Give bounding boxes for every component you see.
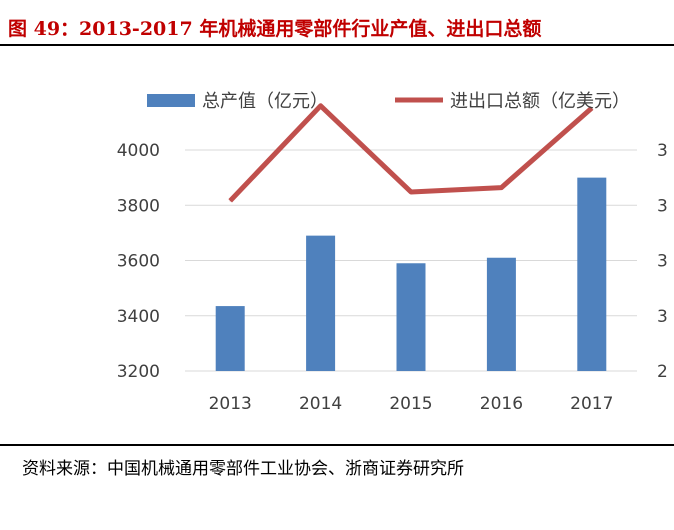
right-tick-label: 3 bbox=[657, 141, 668, 161]
legend-bar-swatch bbox=[147, 94, 195, 107]
right-tick-label: 3 bbox=[657, 307, 668, 327]
legend-line-label: 进出口总额（亿美元） bbox=[450, 91, 630, 112]
bar-layer bbox=[215, 177, 607, 371]
bar-2016 bbox=[486, 257, 516, 371]
line-point-2014 bbox=[320, 105, 322, 107]
x-tick-label: 2013 bbox=[209, 394, 252, 414]
line-point-2017 bbox=[591, 107, 593, 109]
right-tick-label: 2 bbox=[657, 362, 668, 382]
left-tick-label: 3800 bbox=[117, 196, 160, 216]
x-tick-label: 2015 bbox=[389, 394, 432, 414]
x-tick-label: 2016 bbox=[480, 394, 523, 414]
line-point-2016 bbox=[500, 187, 502, 189]
left-tick-label: 4000 bbox=[117, 141, 160, 161]
line-series-trade-total bbox=[228, 103, 594, 203]
tick-layer: 3200 3400 3600 3800 4000 2 3 3 3 3 2013 2014 2015 201… bbox=[117, 141, 668, 414]
left-tick-label: 3200 bbox=[117, 362, 160, 382]
legend: 总产值（亿元） 进出口总额（亿美元） bbox=[147, 91, 630, 112]
bottom-rule bbox=[0, 444, 674, 446]
left-tick-label: 3400 bbox=[117, 307, 160, 327]
figure-title: 图 49：2013-2017 年机械通用零部件行业产值、进出口总额 bbox=[8, 18, 542, 40]
legend-bar-label: 总产值（亿元） bbox=[202, 91, 328, 112]
right-tick-label: 3 bbox=[657, 196, 668, 216]
line-point-2013 bbox=[229, 200, 231, 202]
bar-2015 bbox=[396, 263, 426, 371]
top-rule bbox=[0, 44, 674, 46]
line-point-2015 bbox=[410, 191, 412, 193]
line-layer bbox=[228, 103, 594, 203]
bar-2014 bbox=[306, 235, 336, 371]
right-tick-label: 3 bbox=[657, 252, 668, 272]
chart: 3200 3400 3600 3800 4000 2 3 3 3 3 2013 2014 2015 201… bbox=[117, 91, 668, 414]
source-note: 资料来源：中国机械通用零部件工业协会、浙商证券研究所 bbox=[22, 459, 464, 479]
bar-2017 bbox=[577, 177, 607, 371]
x-tick-label: 2014 bbox=[299, 394, 342, 414]
x-tick-label: 2017 bbox=[570, 394, 613, 414]
left-tick-label: 3600 bbox=[117, 252, 160, 272]
bar-2013 bbox=[215, 306, 245, 371]
